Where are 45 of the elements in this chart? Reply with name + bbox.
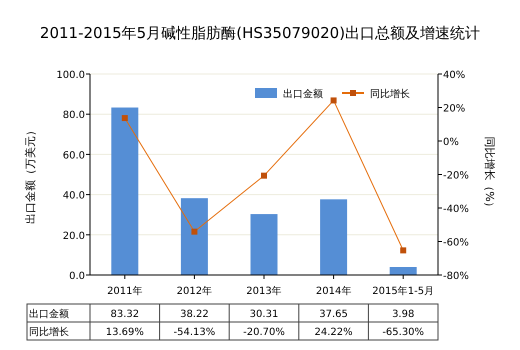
data-label: 30.31 [250,309,278,320]
x-tick-label: 2011年 [107,285,143,297]
data-label: -54.13% [174,327,216,338]
y-tick-label: 100.0 [56,70,85,81]
text: 同比增长 [29,327,69,338]
x-tick-label: 2014年 [316,285,352,297]
y2-tick-label: -20% [443,170,469,182]
bar [180,198,208,275]
x-tick-label: 2015年1-5月 [372,285,434,297]
y-axis-title: 出口金额（万美元） [24,125,37,224]
bar [320,199,348,275]
y2-tick-label: -40% [443,204,469,215]
x-tick-label: 2012年 [176,285,212,297]
y2-tick-label: 20% [443,104,466,114]
point [191,228,198,235]
y2-axis-title: 同比增长（%） [483,136,496,213]
data-label: 37.65 [319,309,348,320]
chart-title: 2011-2015年5月碱性脂肪酶(HS35079020)出口总额及增速统计 [40,24,480,42]
point [400,247,406,254]
y-tick-label: 60.0 [62,150,85,162]
bar [111,108,138,275]
y2-tick-label: 0% [443,137,459,148]
point [330,97,337,104]
y-tick-label: 80.0 [62,110,85,122]
legend-label: 同比增长 [370,88,410,100]
y2-tick-label: -60% [443,238,469,248]
point [261,172,267,179]
data-label: 38.22 [180,309,209,320]
y-tick-label: 20.0 [62,230,85,242]
y2-tick-label: -80% [443,271,469,282]
point [122,115,128,122]
data-label: 24.22% [314,327,353,338]
bar [390,267,417,275]
bar [250,214,278,275]
data-label: -20.70% [243,327,285,338]
x-tick-label: 2013年 [246,285,282,297]
legend-label: 出口金额 [283,88,323,100]
y2-tick-label: 40% [443,70,466,81]
text: 出口金额 [29,309,69,320]
data-label: 3.98 [392,309,414,320]
y-tick-label: 0.0 [69,271,85,282]
data-label: -65.30% [382,327,424,338]
data-label: 13.69% [106,327,144,338]
y-tick-label: 40.0 [62,190,85,202]
data-label: 83.32 [110,309,140,320]
